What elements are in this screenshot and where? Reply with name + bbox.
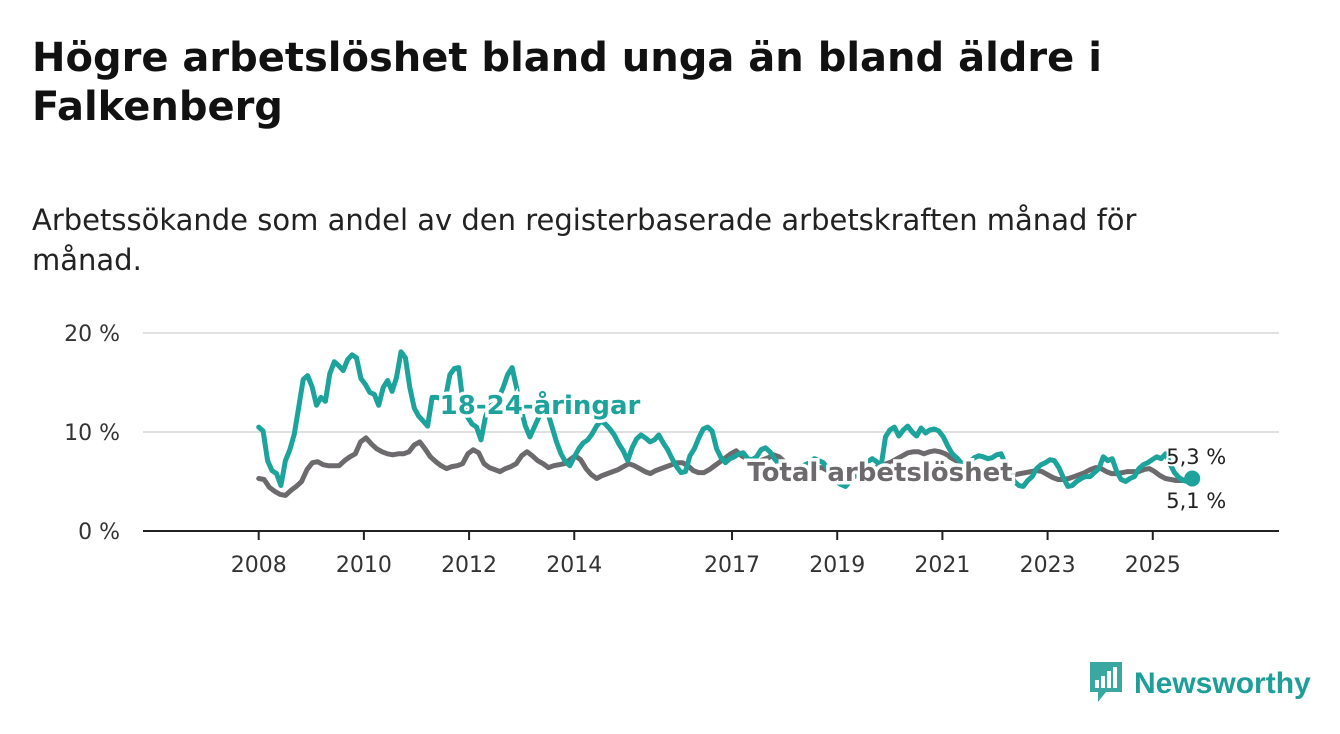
series-line-youth — [256, 349, 1195, 489]
end-label-youth: 5,3 % — [1166, 445, 1226, 469]
y-tick-label: 0 % — [78, 520, 120, 545]
chart-subtitle: Arbetssökande som andel av den registerb… — [32, 203, 1137, 277]
x-tick-label: 2010 — [336, 553, 392, 578]
y-tick-label: 10 % — [64, 421, 120, 446]
series-label-total: Total arbetslöshet — [747, 458, 1012, 488]
x-tick-label: 2012 — [441, 553, 497, 578]
x-tick-label: 2014 — [546, 553, 602, 578]
x-tick-label: 2017 — [704, 553, 760, 578]
chart-title: Högre arbetslöshet bland unga än bland ä… — [32, 35, 1102, 130]
brand-logo: Newsworthy — [1088, 660, 1311, 708]
x-tick-label: 2008 — [231, 553, 287, 578]
x-tick-label: 2025 — [1125, 553, 1181, 578]
x-tick-label: 2019 — [809, 553, 865, 578]
bar-chart-logo-icon — [1088, 660, 1124, 708]
x-tick-label: 2023 — [1020, 553, 1076, 578]
series-label-youth: 18-24-åringar — [440, 389, 641, 421]
y-tick-label: 20 % — [64, 322, 120, 347]
endpoint-marker-youth — [1184, 470, 1201, 487]
series-line-total — [256, 435, 1195, 498]
end-label-total: 5,1 % — [1166, 489, 1226, 513]
brand-name: Newsworthy — [1134, 667, 1311, 700]
x-tick-label: 2021 — [914, 553, 970, 578]
